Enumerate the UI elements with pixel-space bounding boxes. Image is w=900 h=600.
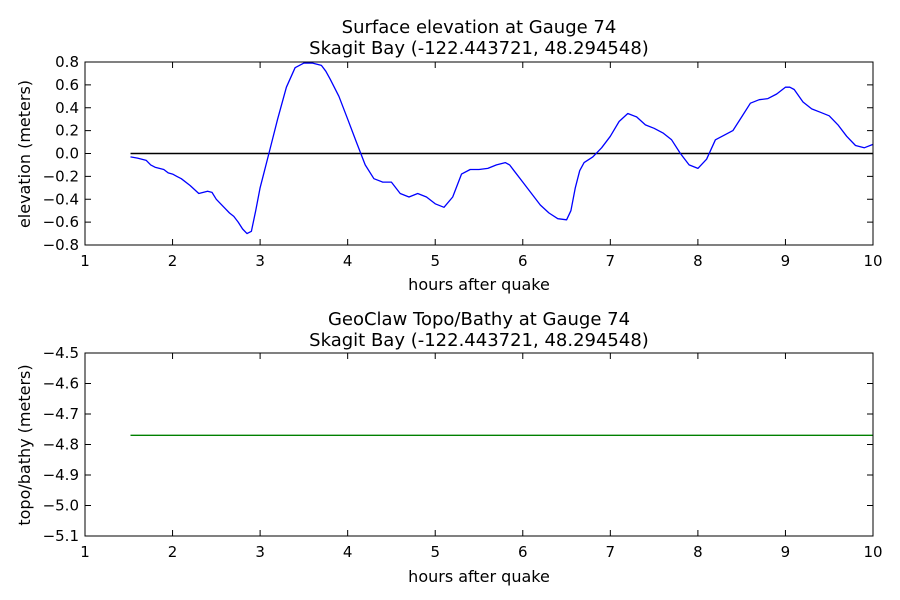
x-tick-label: 5 <box>430 543 440 561</box>
x-axis-label: hours after quake <box>408 275 550 294</box>
y-tick-label: −0.6 <box>43 213 79 231</box>
x-tick-label: 9 <box>781 252 791 270</box>
x-axis-label: hours after quake <box>408 567 550 586</box>
x-axis: 1 2 3 4 5 6 7 8 9 10 <box>80 543 882 561</box>
x-tick-label: 2 <box>168 252 178 270</box>
y-tick-label: −0.8 <box>43 236 79 254</box>
x-tick-label: 10 <box>863 543 882 561</box>
y-axis-label: topo/bathy (meters) <box>15 364 34 525</box>
y-tick-label: −0.4 <box>43 190 79 208</box>
chart-topo-bathy: GeoClaw Topo/Bathy at Gauge 74 Skagit Ba… <box>15 309 883 586</box>
y-tick-label: −4.8 <box>43 436 79 454</box>
x-tick-label: 9 <box>781 543 791 561</box>
x-tick-label: 7 <box>606 252 616 270</box>
x-tick-label: 7 <box>606 543 616 561</box>
y-tick-label: −4.5 <box>43 344 79 362</box>
x-tick-label: 10 <box>863 252 882 270</box>
x-tick-label: 6 <box>518 543 528 561</box>
chart-title-line2: Skagit Bay (-122.443721, 48.294548) <box>309 330 649 351</box>
x-tick-label: 6 <box>518 252 528 270</box>
x-tick-label: 1 <box>80 543 90 561</box>
x-tick-label: 3 <box>255 543 265 561</box>
y-tick-label: 0.8 <box>55 53 79 71</box>
y-tick-label: −4.9 <box>43 466 79 484</box>
y-tick-label: −5.1 <box>43 527 79 545</box>
x-tick-label: 4 <box>343 543 353 561</box>
x-tick-label: 8 <box>693 252 703 270</box>
chart-title-line1: GeoClaw Topo/Bathy at Gauge 74 <box>328 309 630 330</box>
plot-area: 1 2 3 4 5 6 7 8 9 10 0.8 0.6 0.4 0.2 0.0… <box>43 53 883 270</box>
y-tick-label: 0.0 <box>55 145 79 163</box>
chart-title-line1: Surface elevation at Gauge 74 <box>342 17 617 38</box>
chart-title-line2: Skagit Bay (-122.443721, 48.294548) <box>309 38 649 59</box>
y-tick-label: 0.4 <box>55 99 79 117</box>
y-tick-label: 0.6 <box>55 76 79 94</box>
x-tick-label: 3 <box>255 252 265 270</box>
y-tick-label: −5.0 <box>43 497 79 515</box>
y-tick-label: 0.2 <box>55 122 79 140</box>
x-tick-label: 2 <box>168 543 178 561</box>
x-tick-label: 4 <box>343 252 353 270</box>
y-axis: −4.5 −4.6 −4.7 −4.8 −4.9 −5.0 −5.1 <box>43 344 79 545</box>
y-axis: 0.8 0.6 0.4 0.2 0.0 −0.2 −0.4 −0.6 −0.8 <box>43 53 79 254</box>
y-tick-label: −0.2 <box>43 167 79 185</box>
y-tick-label: −4.6 <box>43 375 79 393</box>
x-tick-label: 8 <box>693 543 703 561</box>
y-tick-label: −4.7 <box>43 405 79 423</box>
x-tick-label: 5 <box>430 252 440 270</box>
y-axis-label: elevation (meters) <box>15 80 34 228</box>
series-line <box>130 62 874 235</box>
plot-area: 1 2 3 4 5 6 7 8 9 10 −4.5 −4.6 −4.7 −4.8… <box>43 344 883 561</box>
chart-surface-elevation: Surface elevation at Gauge 74 Skagit Bay… <box>15 17 883 294</box>
x-tick-label: 1 <box>80 252 90 270</box>
x-axis: 1 2 3 4 5 6 7 8 9 10 <box>80 252 882 270</box>
plot-frame <box>84 352 874 537</box>
